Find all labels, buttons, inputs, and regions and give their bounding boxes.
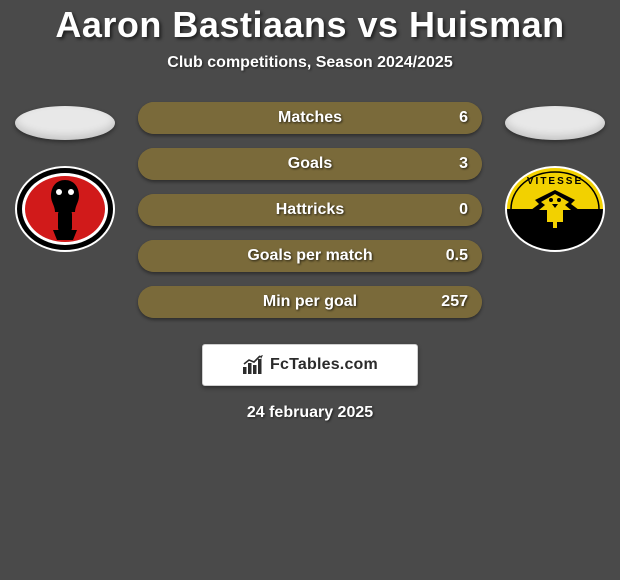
stat-label: Goals per match [247, 247, 372, 265]
page-title: Aaron Bastiaans vs Huisman [0, 4, 620, 46]
stat-label: Hattricks [276, 201, 344, 219]
brand-box[interactable]: FcTables.com [202, 344, 418, 386]
stat-bar: Goals per match 0.5 [138, 240, 482, 272]
player-right: VITESSE [500, 102, 610, 252]
chart-icon [242, 355, 264, 375]
main-row: Matches 6 Goals 3 Hattricks 0 Goals per match 0… [0, 102, 620, 318]
club-right-badge: VITESSE [505, 166, 605, 252]
player-left-avatar [15, 106, 115, 140]
stat-bar: Matches 6 [138, 102, 482, 134]
club-left-badge [15, 166, 115, 252]
svg-text:VITESSE: VITESSE [527, 176, 583, 187]
stat-value-right: 3 [459, 155, 468, 173]
player-right-avatar [505, 106, 605, 140]
stat-label: Goals [288, 155, 332, 173]
player-left [10, 102, 120, 252]
vitesse-crest-icon: VITESSE [505, 166, 605, 252]
stat-value-right: 6 [459, 109, 468, 127]
helmond-crest-icon [15, 166, 115, 252]
stat-label: Matches [278, 109, 342, 127]
stat-value-right: 257 [441, 293, 468, 311]
date-label: 24 february 2025 [0, 404, 620, 422]
stat-value-right: 0.5 [446, 247, 468, 265]
subtitle: Club competitions, Season 2024/2025 [0, 54, 620, 72]
stat-bar: Hattricks 0 [138, 194, 482, 226]
brand-text: FcTables.com [270, 356, 378, 374]
stat-value-right: 0 [459, 201, 468, 219]
stat-bar: Goals 3 [138, 148, 482, 180]
stat-bar: Min per goal 257 [138, 286, 482, 318]
stat-label: Min per goal [263, 293, 357, 311]
comparison-widget: Aaron Bastiaans vs Huisman Club competit… [0, 0, 620, 422]
stats-list: Matches 6 Goals 3 Hattricks 0 Goals per match 0… [138, 102, 482, 318]
